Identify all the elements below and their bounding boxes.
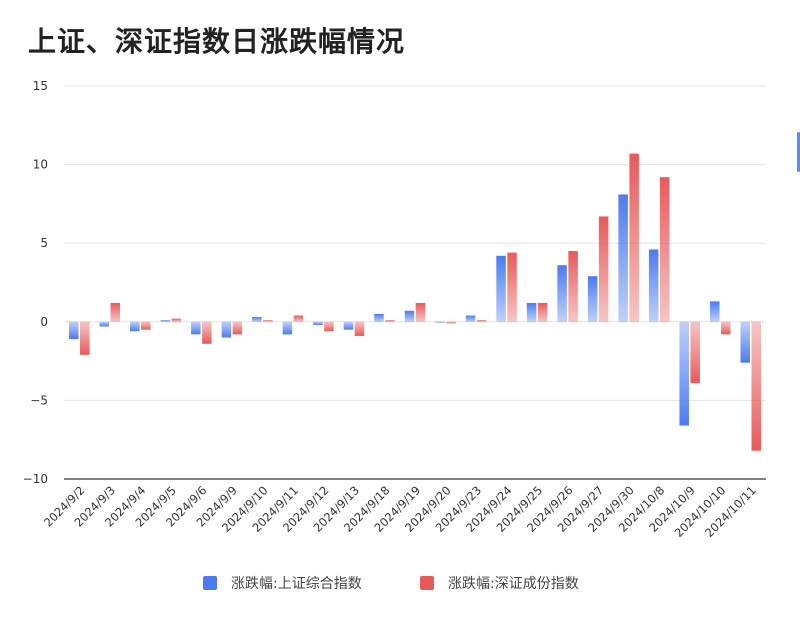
bar-shenzhen[interactable] bbox=[476, 320, 487, 322]
y-tick-label: −5 bbox=[30, 393, 48, 407]
bar-shanghai[interactable] bbox=[526, 302, 537, 322]
bar-shenzhen[interactable] bbox=[171, 318, 182, 322]
legend-swatch-shanghai bbox=[203, 576, 217, 590]
y-tick-label: 15 bbox=[33, 79, 48, 93]
bar-shanghai[interactable] bbox=[313, 321, 323, 325]
bar-shenzhen[interactable] bbox=[598, 216, 609, 322]
bar-shanghai[interactable] bbox=[618, 194, 628, 322]
y-tick-label: 5 bbox=[40, 236, 48, 250]
bar-shanghai[interactable] bbox=[404, 310, 415, 322]
legend-swatch-shenzhen bbox=[420, 576, 434, 590]
bar-shanghai[interactable] bbox=[69, 321, 79, 340]
bar-shanghai[interactable] bbox=[99, 321, 110, 327]
bar-shenzhen[interactable] bbox=[720, 321, 731, 335]
bar-shenzhen[interactable] bbox=[537, 302, 548, 322]
bar-shanghai[interactable] bbox=[648, 249, 659, 322]
legend: 涨跌幅:上证综合指数 涨跌幅:深证成份指数 bbox=[0, 573, 800, 597]
bar-shanghai[interactable] bbox=[465, 315, 476, 322]
legend-label-shenzhen: 涨跌幅:深证成份指数 bbox=[448, 576, 579, 592]
bar-shanghai[interactable] bbox=[496, 255, 506, 322]
y-tick-label: 0 bbox=[40, 315, 48, 329]
bar-shanghai[interactable] bbox=[282, 321, 293, 335]
bar-shenzhen[interactable] bbox=[446, 321, 456, 324]
bar-chart: 151050−5−102024/9/22024/9/32024/9/42024/… bbox=[23, 79, 766, 540]
bar-shenzhen[interactable] bbox=[141, 321, 151, 330]
bar-shenzhen[interactable] bbox=[293, 315, 304, 322]
bar-shanghai[interactable] bbox=[191, 321, 201, 335]
bar-shanghai[interactable] bbox=[709, 301, 720, 322]
bar-shenzhen[interactable] bbox=[354, 321, 365, 336]
bar-shanghai[interactable] bbox=[587, 276, 598, 322]
bar-shanghai[interactable] bbox=[374, 313, 384, 322]
legend-item-shenzhen[interactable]: 涨跌幅:深证成份指数 bbox=[420, 573, 579, 593]
bar-shanghai[interactable] bbox=[130, 321, 140, 332]
bar-shenzhen[interactable] bbox=[324, 321, 334, 332]
bar-shenzhen[interactable] bbox=[568, 251, 578, 322]
bar-shenzhen[interactable] bbox=[385, 320, 395, 322]
scroll-indicator[interactable] bbox=[797, 132, 800, 172]
bar-shenzhen[interactable] bbox=[690, 321, 700, 384]
bar-shenzhen[interactable] bbox=[629, 153, 639, 322]
chart-title: 上证、深证指数日涨跌幅情况 bbox=[28, 25, 406, 58]
bar-shenzhen[interactable] bbox=[751, 321, 761, 451]
y-tick-label: 10 bbox=[33, 158, 48, 172]
bar-shanghai[interactable] bbox=[343, 321, 354, 330]
bar-shanghai[interactable] bbox=[221, 321, 232, 338]
y-tick-label: −10 bbox=[23, 472, 48, 486]
bar-shanghai[interactable] bbox=[557, 265, 567, 322]
axis-layer: 151050−5−102024/9/22024/9/32024/9/42024/… bbox=[23, 79, 759, 540]
bar-shenzhen[interactable] bbox=[507, 252, 517, 322]
bar-layer bbox=[69, 153, 761, 451]
bar-shanghai[interactable] bbox=[252, 317, 262, 322]
legend-item-shanghai[interactable]: 涨跌幅:上证综合指数 bbox=[203, 573, 362, 593]
bar-shenzhen[interactable] bbox=[415, 302, 426, 322]
bar-shanghai[interactable] bbox=[160, 320, 171, 322]
bar-shanghai[interactable] bbox=[679, 321, 689, 426]
bar-shenzhen[interactable] bbox=[202, 321, 212, 344]
legend-label-shanghai: 涨跌幅:上证综合指数 bbox=[231, 576, 362, 592]
bar-shanghai[interactable] bbox=[740, 321, 750, 363]
bar-shenzhen[interactable] bbox=[110, 302, 121, 322]
bar-shenzhen[interactable] bbox=[659, 177, 670, 322]
bar-shenzhen[interactable] bbox=[263, 320, 273, 322]
bar-shenzhen[interactable] bbox=[232, 321, 243, 335]
bar-shanghai[interactable] bbox=[435, 321, 445, 323]
bar-shenzhen[interactable] bbox=[80, 321, 90, 355]
